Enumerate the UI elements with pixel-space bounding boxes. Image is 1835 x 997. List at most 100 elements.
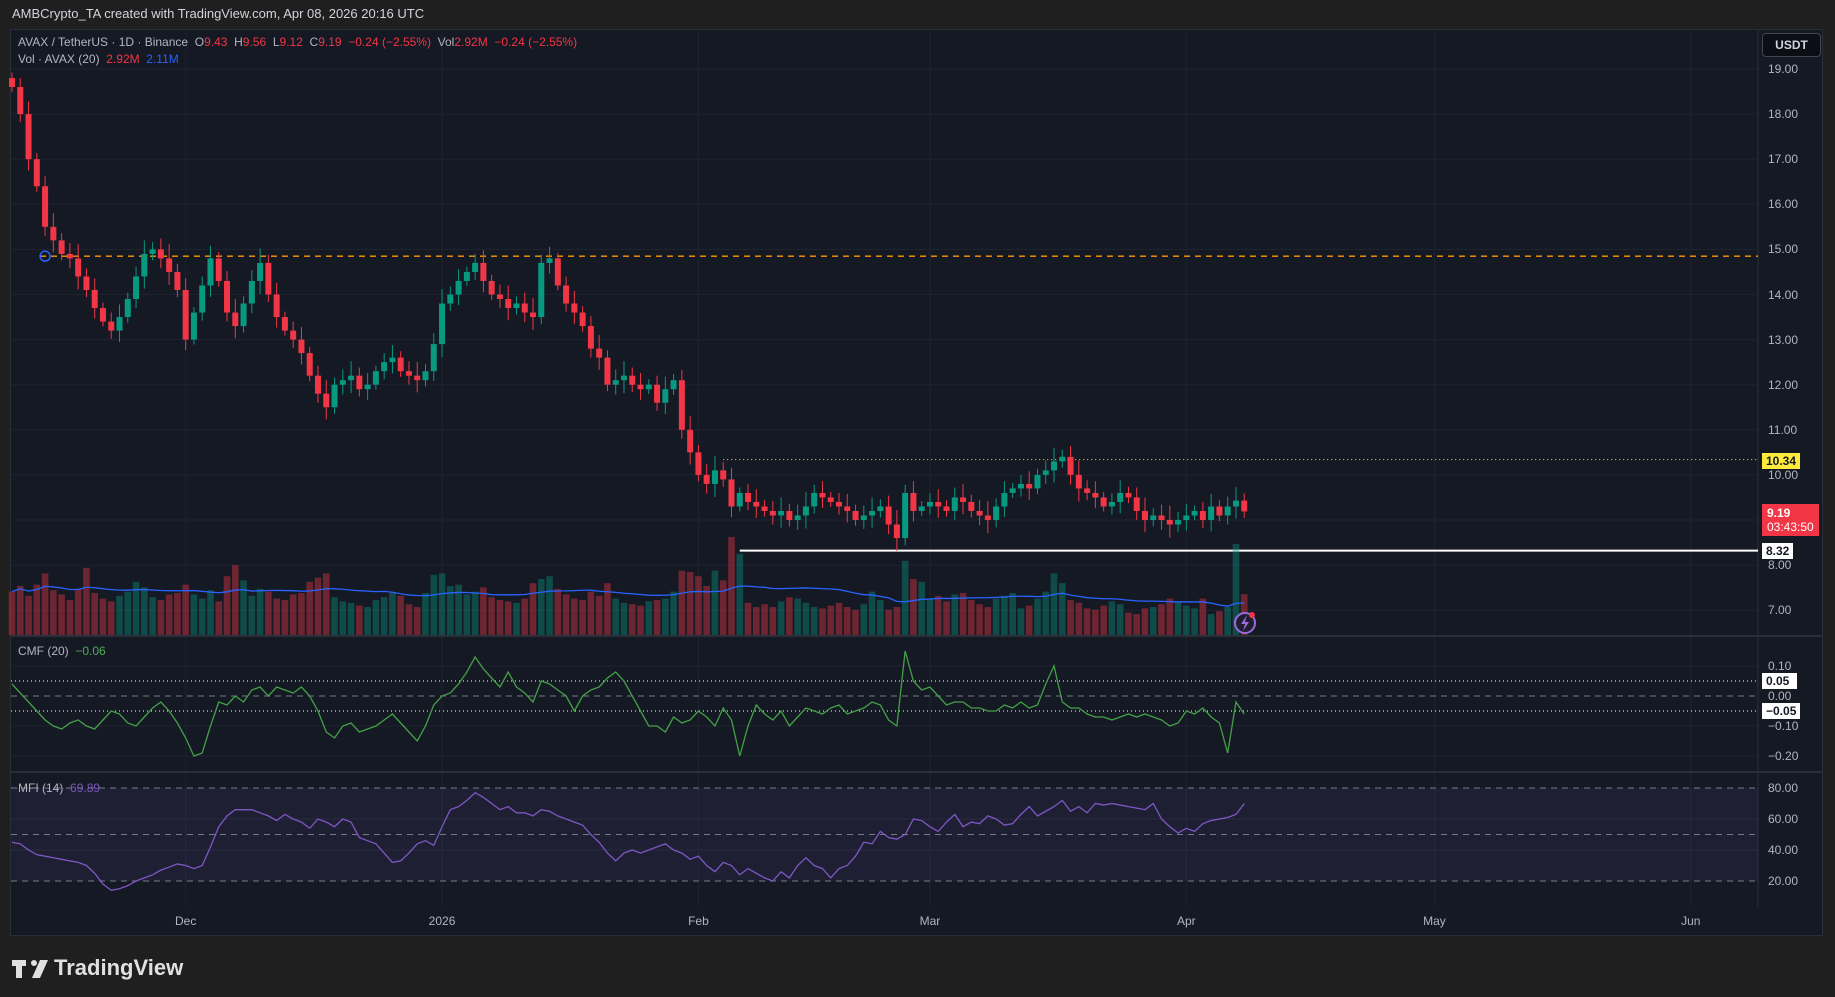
candle-body — [571, 303, 578, 313]
volume-bar — [1183, 605, 1190, 635]
currency-button[interactable]: USDT — [1762, 33, 1821, 57]
candle-body — [794, 515, 801, 520]
mfi-legend[interactable]: MFI (14) 69.89 — [18, 781, 100, 795]
candle-body — [1183, 515, 1190, 520]
volume-bar — [1116, 604, 1124, 635]
vol-label: Vol — [437, 35, 455, 49]
cmf-axis-label: 0.10 — [1768, 659, 1792, 673]
candle-body — [554, 258, 561, 286]
candle-body — [17, 87, 24, 115]
mfi-value: 69.89 — [70, 781, 101, 795]
candle-body — [124, 299, 131, 318]
candle-body — [397, 357, 404, 372]
volume-bar — [240, 580, 247, 635]
cmf-axis-label: 0.00 — [1768, 689, 1792, 703]
candle-body — [439, 303, 446, 345]
tradingview-logo[interactable]: TradingView — [12, 955, 183, 981]
volume-bar — [794, 598, 801, 635]
volume-bar — [1075, 602, 1083, 635]
volume-bar — [843, 607, 851, 635]
volume-bar — [554, 588, 562, 635]
candle-body — [1191, 510, 1198, 516]
volume-bar — [413, 607, 421, 635]
candle-body — [364, 384, 371, 390]
last-price: 9.19 — [1767, 506, 1791, 520]
time-axis-label: Jun — [1681, 914, 1701, 928]
volume-bar — [951, 594, 959, 635]
price-axis-label: 17.00 — [1768, 152, 1799, 167]
candle-body — [1232, 500, 1239, 507]
volume-bar — [670, 591, 677, 635]
candle-body — [1141, 510, 1148, 520]
high-label: H — [234, 35, 243, 49]
volume-bar — [16, 586, 24, 635]
volume-bar — [1025, 605, 1033, 635]
volume-bar — [777, 601, 785, 635]
volume-bar — [810, 607, 818, 635]
volume-bar — [529, 583, 537, 635]
volume-bar — [1108, 601, 1116, 635]
volume-bar — [910, 579, 917, 635]
candle-body — [108, 321, 115, 331]
volume-bar — [877, 600, 884, 635]
open-value: 9.43 — [204, 35, 228, 49]
candle-body — [306, 353, 313, 376]
volume-legend[interactable]: Vol · AVAX (20) 2.92M 2.11M — [18, 52, 179, 66]
symbol-info[interactable]: AVAX / TetherUS · 1D · Binance — [18, 35, 189, 49]
mfi-axis-label: 20.00 — [1768, 874, 1799, 888]
volume-bar — [83, 567, 90, 635]
candle-body — [232, 312, 239, 327]
candle-body — [1026, 483, 1033, 489]
candle-body — [662, 389, 669, 403]
volume-bar — [1050, 573, 1058, 635]
low-value: 9.12 — [279, 35, 303, 49]
candle-body — [290, 330, 297, 340]
chart-frame[interactable] — [10, 29, 1823, 936]
volume-bar — [885, 609, 892, 635]
candle-body — [753, 501, 760, 507]
volume-bar — [835, 602, 843, 635]
candle-body — [430, 344, 437, 372]
volume-bar — [322, 573, 330, 635]
time-axis-label: 2026 — [428, 914, 456, 928]
volume-bar — [132, 581, 140, 635]
cmf-legend[interactable]: CMF (20) −0.06 — [18, 644, 106, 658]
candle-body — [91, 289, 98, 309]
volume-bar — [595, 595, 603, 635]
volume-bar — [157, 600, 165, 635]
close-value: 9.19 — [318, 35, 342, 49]
candle-body — [25, 114, 32, 160]
candle-body — [66, 253, 73, 259]
price-axis-label: 19.00 — [1768, 62, 1799, 76]
volume-bar — [488, 597, 495, 635]
volume-bar — [628, 604, 636, 635]
candle-body — [670, 380, 677, 390]
volume-bar — [1058, 583, 1066, 635]
candle-body — [877, 506, 884, 511]
resistance-price-tag: 10.34 — [1762, 453, 1801, 469]
candle-body — [480, 262, 487, 281]
candle-body — [488, 280, 495, 295]
volume-bar — [405, 604, 413, 635]
volume-bar — [455, 584, 462, 635]
alert-dot-icon — [1249, 612, 1255, 618]
volume-bar — [1224, 607, 1231, 635]
volume-bar — [926, 598, 934, 635]
candle-body — [546, 258, 553, 263]
candle-body — [811, 492, 818, 507]
volume-indicator-name: Vol · AVAX (20) — [18, 52, 100, 66]
candle-body — [1175, 520, 1182, 525]
candle-body — [993, 506, 1000, 520]
symbol-legend[interactable]: AVAX / TetherUS · 1D · Binance O9.43 H9.… — [18, 35, 577, 49]
volume-bar — [802, 602, 810, 635]
volume-bar — [761, 604, 768, 635]
volume-bar — [430, 574, 438, 635]
candle-body — [1001, 492, 1008, 507]
volume-bar — [1017, 608, 1025, 635]
candle-body — [521, 303, 528, 313]
tradingview-logo-icon — [12, 960, 48, 978]
candle-body — [240, 303, 247, 327]
mfi-name: MFI (14) — [18, 781, 64, 795]
candle-body — [414, 375, 421, 381]
